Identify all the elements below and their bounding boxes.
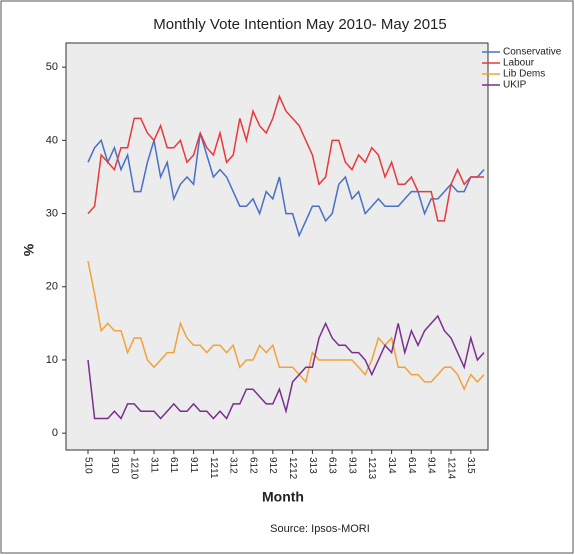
- y-tick-label: 30: [46, 207, 58, 219]
- y-tick-label: 10: [46, 354, 58, 366]
- x-tick-label: 1214: [445, 457, 456, 480]
- x-tick-label: 314: [386, 457, 397, 474]
- x-tick-label: 911: [188, 457, 199, 473]
- y-axis-title: %: [21, 243, 37, 256]
- source-note: Source: Ipsos-MORI: [270, 523, 370, 535]
- y-tick-label: 40: [46, 134, 58, 146]
- x-tick-label: 312: [228, 457, 239, 474]
- x-tick-label: 1213: [366, 457, 377, 480]
- legend-label: UKIP: [503, 80, 527, 91]
- legend-label: Conservative: [503, 47, 562, 58]
- x-tick-label: 613: [327, 457, 338, 474]
- x-tick-label: 1211: [208, 457, 219, 479]
- x-tick-label: 1210: [129, 457, 140, 480]
- x-tick-label: 510: [82, 457, 93, 474]
- x-tick-label: 315: [465, 457, 476, 474]
- x-tick-label: 612: [247, 457, 258, 474]
- x-tick-label: 912: [267, 457, 278, 474]
- x-tick-label: 914: [426, 457, 437, 474]
- x-tick-label: 313: [307, 457, 318, 474]
- chart-title: Monthly Vote Intention May 2010- May 201…: [153, 16, 447, 33]
- series-line: [87, 314, 485, 420]
- plot-area: [65, 42, 489, 451]
- x-tick-label: 614: [406, 457, 417, 474]
- series-line: [87, 94, 484, 222]
- legend-label: Lib Dems: [503, 69, 545, 80]
- y-tick-label: 20: [46, 281, 58, 293]
- x-tick-label: 311: [148, 457, 159, 473]
- y-tick-label: 50: [46, 61, 58, 73]
- y-tick-label: 0: [52, 427, 58, 439]
- x-tick-label: 913: [346, 457, 357, 474]
- x-tick-label: 910: [109, 457, 120, 474]
- x-tick-label: 611: [168, 457, 179, 473]
- series-line: [87, 260, 485, 392]
- x-axis-title: Month: [262, 489, 304, 505]
- x-tick-label: 1212: [287, 457, 298, 480]
- legend-label: Labour: [503, 58, 535, 69]
